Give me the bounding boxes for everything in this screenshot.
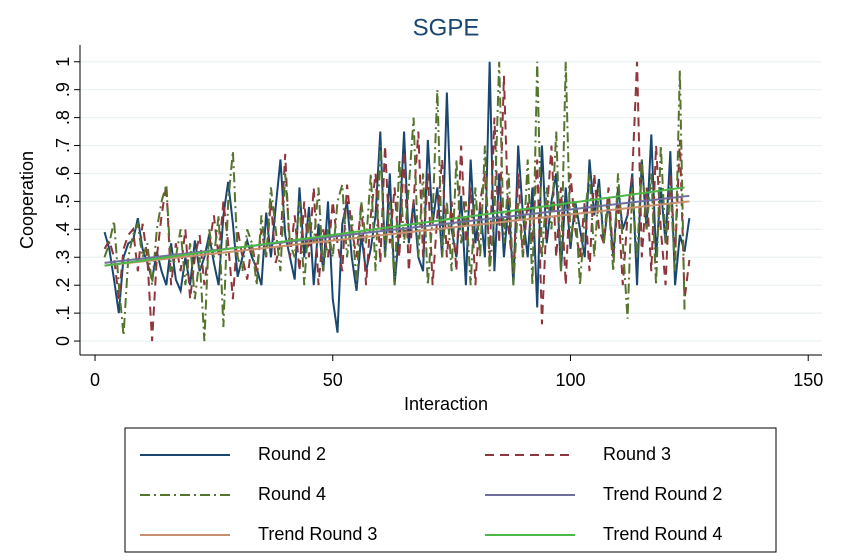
x-tick-label: 0 <box>90 370 100 390</box>
x-tick-label: 150 <box>793 370 823 390</box>
x-tick-label: 100 <box>555 370 585 390</box>
legend-label: Round 4 <box>258 484 326 504</box>
y-tick-label: .4 <box>53 222 73 237</box>
y-tick-label: .8 <box>53 110 73 125</box>
y-tick-label: .5 <box>53 194 73 209</box>
chart-title: SGPE <box>413 14 480 41</box>
x-tick-label: 50 <box>323 370 343 390</box>
y-tick-label: .3 <box>53 250 73 265</box>
y-tick-label: .7 <box>53 138 73 153</box>
y-tick-label: .9 <box>53 82 73 97</box>
series-line <box>104 186 685 267</box>
legend-label: Round 2 <box>258 444 326 464</box>
legend-label: Trend Round 4 <box>603 524 722 544</box>
series-line <box>103 61 691 333</box>
legend-label: Round 3 <box>603 444 671 464</box>
legend-box <box>124 427 777 553</box>
series-line <box>104 200 690 267</box>
y-tick-label: .2 <box>53 278 73 293</box>
legend-label: Trend Round 3 <box>258 524 377 544</box>
legend-label: Trend Round 2 <box>603 484 722 504</box>
y-tick-label: .6 <box>53 166 73 181</box>
series-line <box>103 61 686 342</box>
x-axis-title: Interaction <box>404 394 488 414</box>
y-tick-label: 0 <box>53 336 73 346</box>
y-axis-title: Cooperation <box>17 151 37 249</box>
y-tick-label: 1 <box>53 57 73 67</box>
y-tick-label: .1 <box>53 306 73 321</box>
